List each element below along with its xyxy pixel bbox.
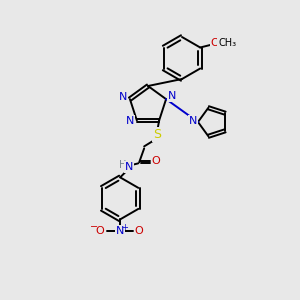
Text: H: H — [119, 160, 127, 170]
Text: N: N — [125, 162, 134, 172]
Text: +: + — [121, 223, 128, 232]
Text: N: N — [168, 91, 176, 101]
Text: N: N — [116, 226, 124, 236]
Text: N: N — [189, 116, 197, 126]
Text: CH₃: CH₃ — [218, 38, 236, 49]
Text: O: O — [211, 38, 220, 49]
Text: O: O — [135, 226, 143, 236]
Text: N: N — [119, 92, 127, 102]
Text: −: − — [90, 222, 98, 233]
Text: N: N — [126, 116, 134, 126]
Text: O: O — [96, 226, 104, 236]
Text: S: S — [153, 128, 161, 141]
Text: O: O — [152, 156, 161, 167]
